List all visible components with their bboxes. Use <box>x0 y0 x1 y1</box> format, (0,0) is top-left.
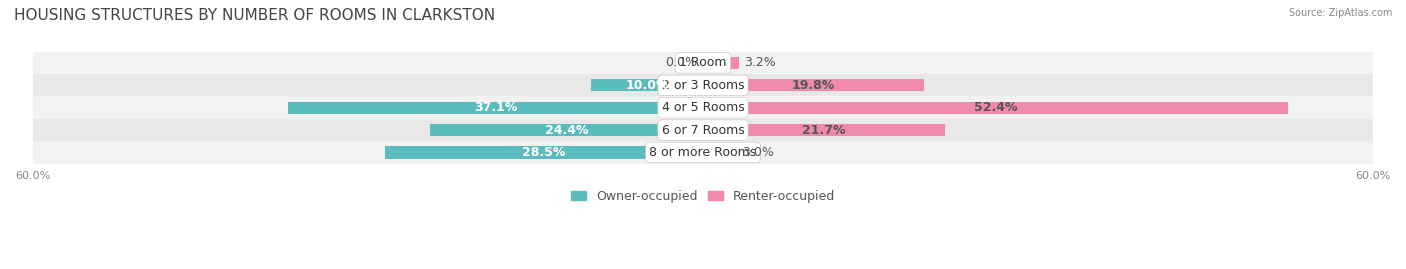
Text: 3.2%: 3.2% <box>744 56 776 69</box>
Bar <box>703 146 737 159</box>
Bar <box>430 124 703 136</box>
Bar <box>32 52 1374 74</box>
Bar <box>703 57 738 69</box>
Text: 6 or 7 Rooms: 6 or 7 Rooms <box>662 123 744 137</box>
Text: 3.0%: 3.0% <box>742 146 773 159</box>
Bar <box>703 124 945 136</box>
Text: 10.0%: 10.0% <box>626 79 669 92</box>
Text: 4 or 5 Rooms: 4 or 5 Rooms <box>662 101 744 114</box>
Legend: Owner-occupied, Renter-occupied: Owner-occupied, Renter-occupied <box>567 185 839 208</box>
Text: Source: ZipAtlas.com: Source: ZipAtlas.com <box>1288 8 1392 18</box>
Text: 24.4%: 24.4% <box>546 123 589 137</box>
Text: 52.4%: 52.4% <box>974 101 1018 114</box>
Text: 37.1%: 37.1% <box>474 101 517 114</box>
Bar <box>32 141 1374 164</box>
Bar <box>32 74 1374 97</box>
Bar <box>385 146 703 159</box>
Bar <box>592 79 703 91</box>
Text: 8 or more Rooms: 8 or more Rooms <box>650 146 756 159</box>
Text: HOUSING STRUCTURES BY NUMBER OF ROOMS IN CLARKSTON: HOUSING STRUCTURES BY NUMBER OF ROOMS IN… <box>14 8 495 23</box>
Bar <box>32 97 1374 119</box>
Text: 1 Room: 1 Room <box>679 56 727 69</box>
Bar <box>703 79 924 91</box>
Bar <box>703 101 1288 114</box>
Text: 19.8%: 19.8% <box>792 79 835 92</box>
Text: 21.7%: 21.7% <box>803 123 846 137</box>
Text: 2 or 3 Rooms: 2 or 3 Rooms <box>662 79 744 92</box>
Bar <box>32 119 1374 141</box>
Text: 0.0%: 0.0% <box>665 56 697 69</box>
Text: 28.5%: 28.5% <box>522 146 565 159</box>
Bar <box>288 101 703 114</box>
